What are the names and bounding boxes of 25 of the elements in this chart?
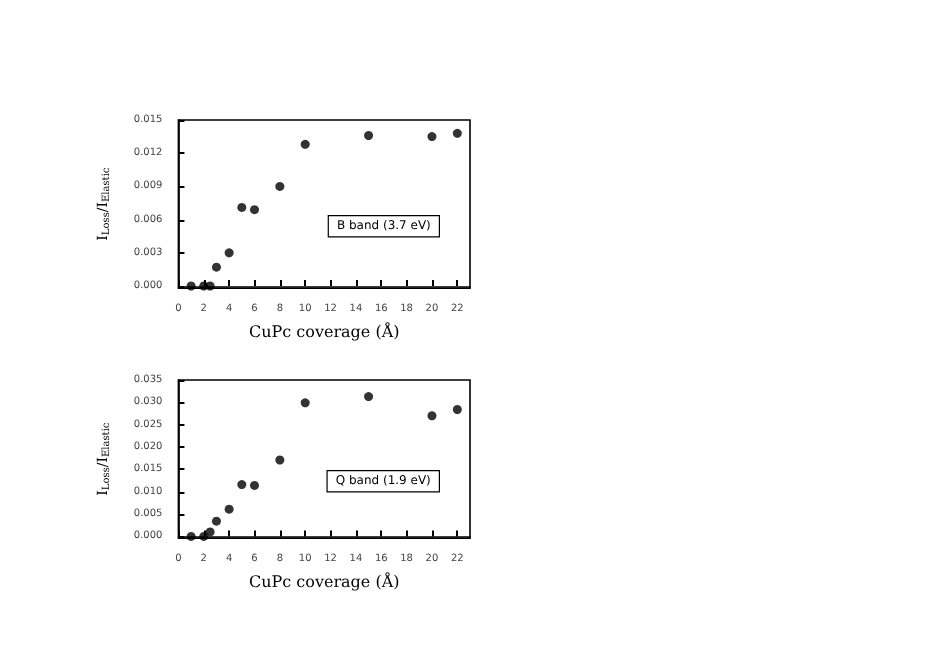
point xyxy=(205,527,215,537)
point xyxy=(452,128,462,138)
point xyxy=(364,392,374,402)
x-axis-title: CuPc coverage (Å) xyxy=(248,321,400,341)
point xyxy=(427,132,437,142)
point xyxy=(237,202,247,212)
point xyxy=(224,248,234,258)
point xyxy=(224,504,234,514)
point xyxy=(275,181,285,191)
point xyxy=(275,455,285,465)
point xyxy=(250,480,259,490)
point xyxy=(186,531,196,541)
point xyxy=(427,411,437,421)
point xyxy=(186,281,196,291)
point xyxy=(452,405,462,414)
point xyxy=(300,139,310,149)
x-axis-title: CuPc coverage (Å) xyxy=(248,571,400,591)
point xyxy=(237,480,247,490)
point xyxy=(205,281,215,291)
point xyxy=(199,531,209,541)
point xyxy=(211,516,221,526)
point xyxy=(364,130,374,140)
point xyxy=(211,262,221,272)
point xyxy=(250,205,259,215)
point xyxy=(300,398,310,408)
